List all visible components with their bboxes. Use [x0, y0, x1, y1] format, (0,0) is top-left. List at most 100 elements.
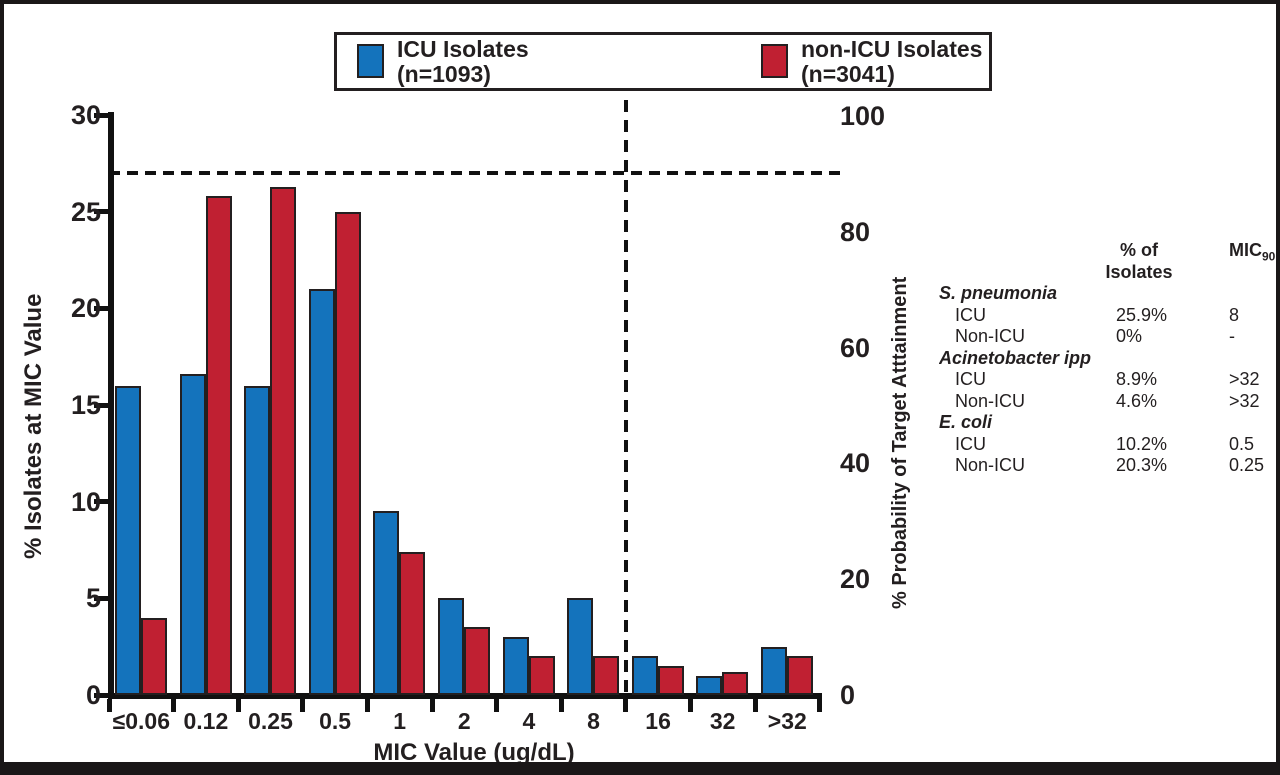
- y-left-tick-label-25: 25: [70, 196, 101, 227]
- y-left-tick: [94, 595, 109, 601]
- x-tick: [300, 699, 306, 712]
- table-row-label: Non-ICU: [955, 326, 1026, 346]
- table-species-name: E. coli: [939, 412, 993, 432]
- table-row-label: ICU: [955, 304, 986, 325]
- bar-nonicu->32: [787, 656, 813, 695]
- bar-nonicu-0.5: [334, 212, 361, 695]
- x-tick: [429, 699, 435, 712]
- y-left-tick: [94, 402, 109, 408]
- x-tick: [494, 699, 500, 712]
- y-axis-left-title: % Isolates at MIC Value: [20, 249, 48, 559]
- y-left-tick: [94, 305, 109, 311]
- bar-nonicu-≤0.06: [141, 618, 167, 695]
- x-tick-label-8: 8: [587, 708, 600, 734]
- y-left-tick-label-10: 10: [70, 486, 101, 517]
- bar-icu-16: [631, 656, 658, 695]
- x-tick: [364, 699, 370, 712]
- table-species-name: Acinetobacter ipp: [939, 347, 1092, 368]
- bar-icu-0.12: [179, 374, 206, 695]
- y-left-tick: [94, 499, 109, 505]
- y-left-tick-label-0: 0: [85, 680, 101, 710]
- table-row-pct: 20.3%: [1116, 455, 1168, 475]
- x-tick-label->32: >32: [767, 708, 807, 734]
- y-axis-line: [108, 112, 114, 697]
- x-tick: [687, 699, 693, 712]
- bar-nonicu-8: [593, 656, 620, 695]
- y-left-tick-label-5: 5: [85, 583, 101, 614]
- x-tick: [558, 699, 564, 712]
- legend-swatch-nonicu-icon: [761, 44, 788, 78]
- table-row-label: ICU: [955, 433, 986, 454]
- x-tick: [752, 699, 758, 712]
- y-left-tick-label-15: 15: [70, 390, 101, 421]
- legend-swatch-icu-icon: [357, 44, 384, 78]
- table-row-mic: 0.25: [1229, 455, 1265, 475]
- table-row-label: Non-ICU: [955, 455, 1026, 475]
- x-tick-label-2: 2: [457, 708, 471, 734]
- x-tick-label-0.5: 0.5: [319, 708, 352, 734]
- table-header-mic-text: MIC: [1229, 240, 1262, 260]
- y-left-tick-label-30: 30: [70, 100, 101, 131]
- bar-nonicu-16: [657, 666, 684, 695]
- bar-icu-0.5: [308, 289, 335, 695]
- x-tick-label-0.25: 0.25: [248, 708, 293, 734]
- table-row-mic: >32: [1229, 369, 1260, 389]
- table-row-mic: -: [1229, 326, 1235, 346]
- table-row-label: ICU: [955, 369, 986, 389]
- legend-label-nonicu-line2: (n=3041): [801, 61, 895, 87]
- table-row-mic: >32: [1229, 390, 1260, 411]
- legend-label-icu-line2: (n=1093): [397, 61, 491, 87]
- legend-label-icu: ICU Isolates (n=1093): [397, 37, 529, 87]
- x-tick-label-1: 1: [393, 708, 407, 734]
- table-row-pct: 8.9%: [1116, 369, 1158, 389]
- table-row-mic: 8: [1229, 304, 1240, 325]
- bar-icu-32: [696, 676, 723, 695]
- x-tick-label-≤0.06: ≤0.06: [112, 708, 170, 734]
- bar-icu-0.25: [244, 386, 271, 695]
- table-row-pct: 10.2%: [1116, 433, 1168, 454]
- bar-icu-1: [373, 511, 400, 695]
- y-left-tick: [94, 209, 109, 215]
- bar-nonicu-4: [528, 656, 555, 695]
- bar-icu-2: [438, 598, 464, 695]
- x-axis-title: MIC Value (ug/dL): [373, 739, 575, 766]
- bar-nonicu-0.12: [205, 196, 232, 695]
- vertical-dashed-reference-line: [624, 100, 628, 703]
- table-row-mic: 0.5: [1229, 433, 1255, 454]
- bar-icu-8: [567, 598, 594, 695]
- bar-icu-≤0.06: [115, 386, 141, 695]
- x-tick: [235, 699, 241, 712]
- x-tick-label-4: 4: [522, 708, 536, 734]
- x-axis-line: [108, 693, 822, 699]
- table-row-pct: 4.6%: [1116, 390, 1158, 411]
- y-axis-left-title-text: % Isolates at MIC Value: [20, 293, 47, 559]
- table-header-pct-line1: % of: [1120, 240, 1158, 260]
- bar-icu->32: [761, 647, 787, 695]
- bar-nonicu-32: [722, 672, 749, 695]
- horizontal-dashed-reference-line: [109, 171, 841, 175]
- x-tick-label-16: 16: [645, 708, 671, 734]
- table-header-mic-subscript: 90: [1262, 249, 1276, 264]
- y-right-tick-label-40: 40: [840, 448, 871, 479]
- table-species-name: S. pneumonia: [939, 283, 1058, 303]
- bar-nonicu-1: [399, 552, 426, 695]
- bar-nonicu-0.25: [270, 187, 297, 695]
- legend-label-nonicu-line1: non-ICU Isolates: [801, 36, 983, 62]
- y-axis-right-title-text: % Probability of Target Atttainment: [889, 276, 911, 609]
- x-tick: [171, 699, 177, 712]
- y-left-tick: [94, 692, 109, 698]
- table-row-pct: 25.9%: [1116, 304, 1168, 325]
- table-header-mic: MIC90: [1229, 240, 1275, 268]
- x-tick-label-0.12: 0.12: [183, 708, 229, 734]
- mic-summary-table: % of Isolates MIC90 S. pneumonia ICU 25.9%…: [939, 240, 1276, 478]
- table-row-label: Non-ICU: [955, 390, 1026, 411]
- y-right-tick-label-100: 100: [840, 101, 886, 131]
- bottom-border-bar: [4, 762, 1276, 771]
- y-right-tick-label-60: 60: [840, 332, 871, 363]
- table-header-pct-line2: Isolates: [1105, 261, 1173, 282]
- y-right-tick-label-0: 0: [840, 680, 856, 710]
- y-left-tick-label-20: 20: [70, 293, 101, 324]
- x-tick-label-32: 32: [709, 708, 736, 734]
- x-tick: [106, 699, 112, 712]
